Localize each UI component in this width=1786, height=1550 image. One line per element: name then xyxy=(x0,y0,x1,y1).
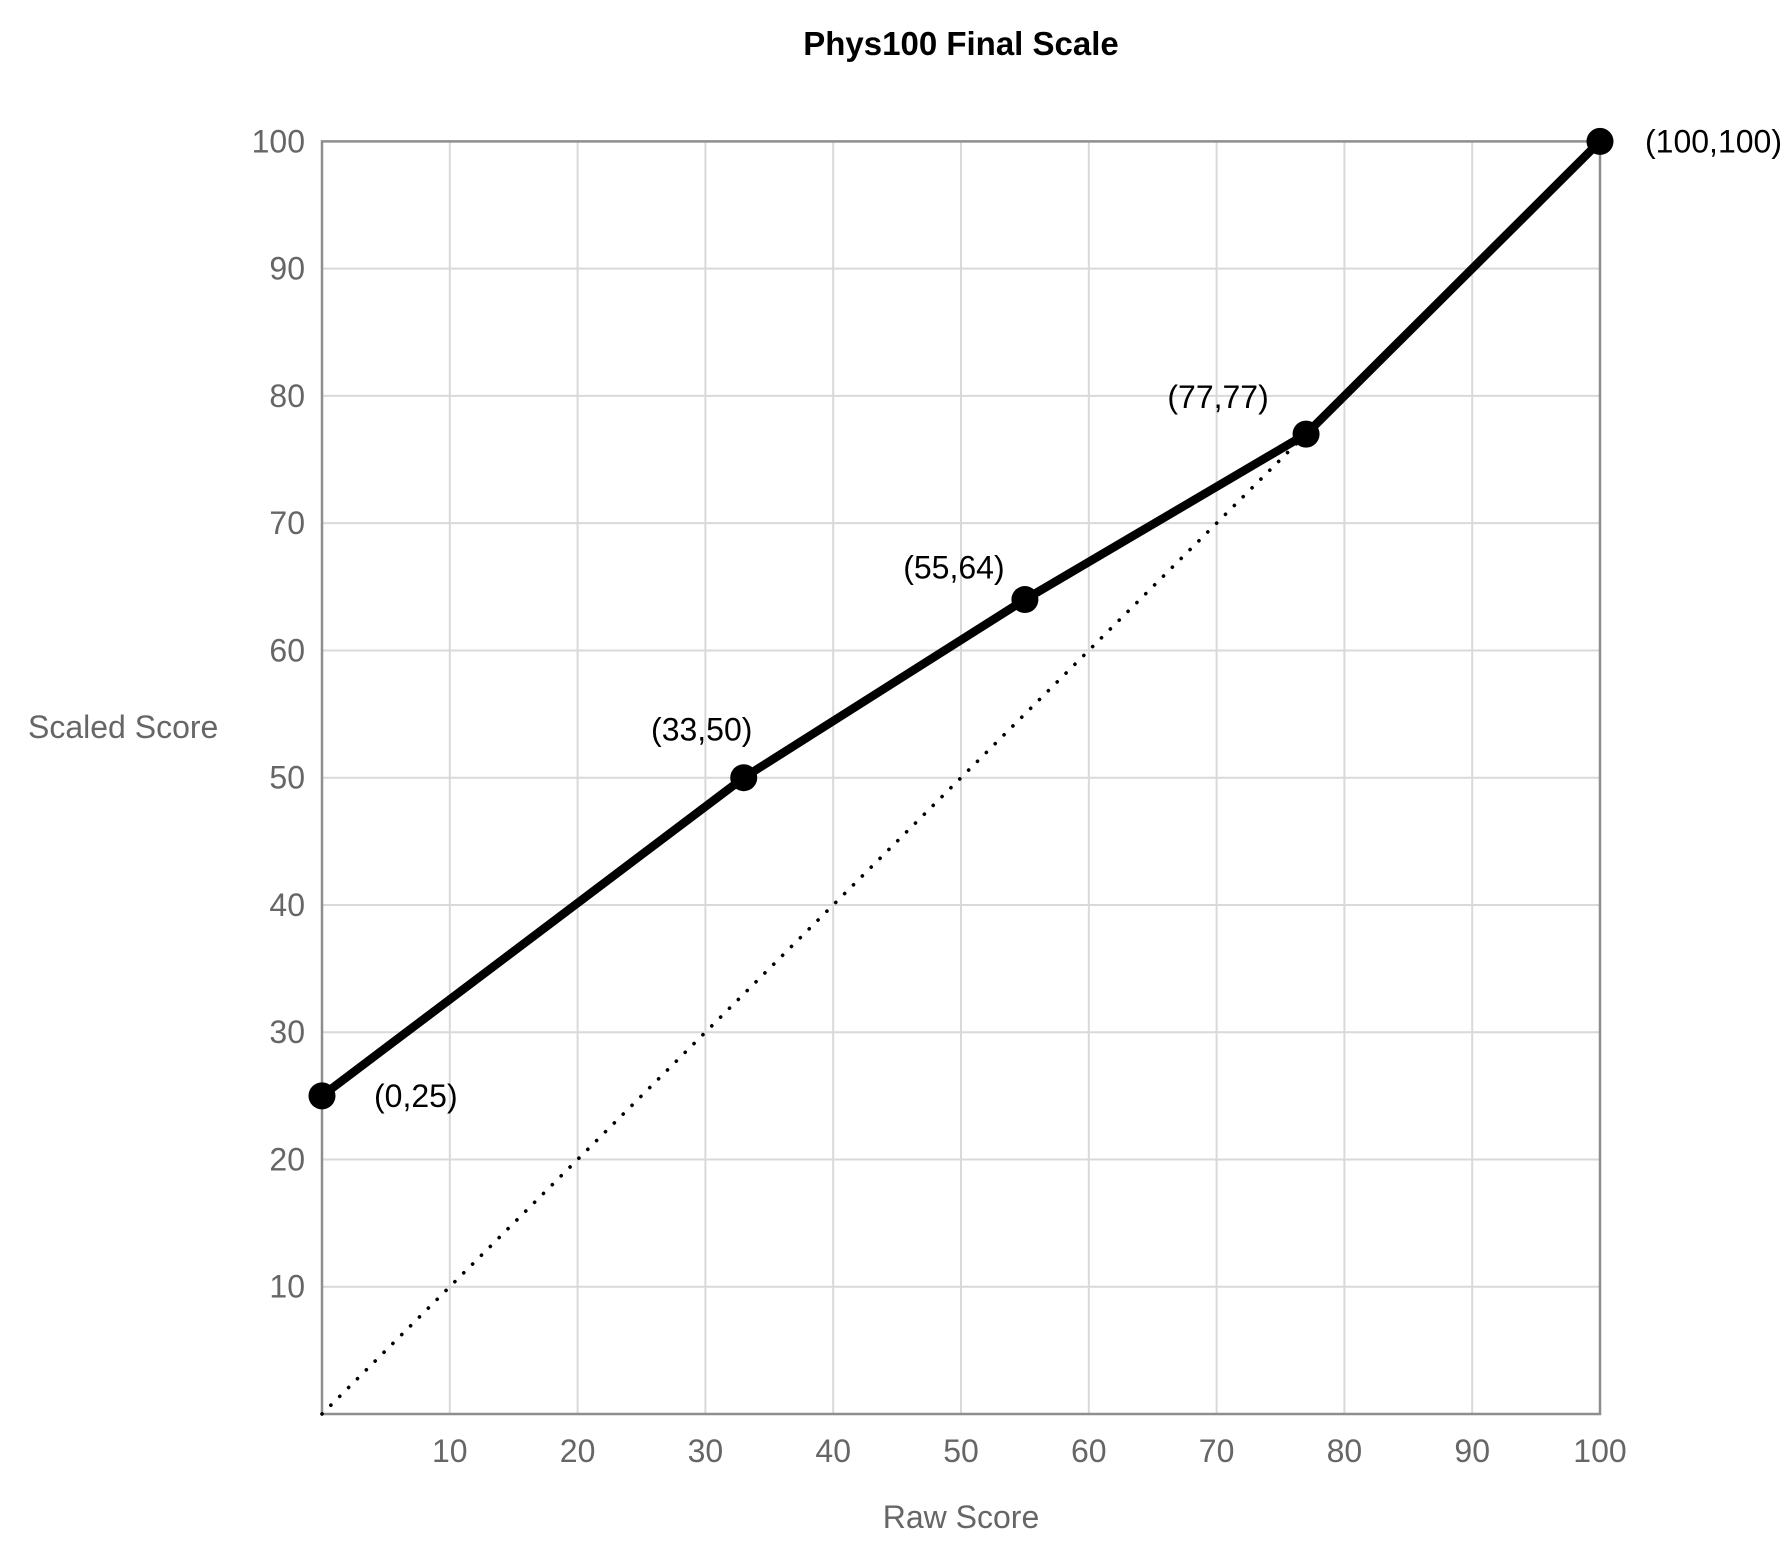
x-tick-label: 20 xyxy=(560,1433,596,1469)
x-tick-label: 90 xyxy=(1454,1433,1490,1469)
data-point-label: (0,25) xyxy=(374,1078,458,1114)
x-tick-label: 30 xyxy=(688,1433,724,1469)
y-tick-label: 50 xyxy=(269,760,305,796)
data-point-label: (100,100) xyxy=(1645,123,1782,159)
data-point-label: (55,64) xyxy=(903,550,1004,586)
x-tick-label: 10 xyxy=(432,1433,468,1469)
y-tick-label: 100 xyxy=(252,123,305,159)
plot-area: (0,25) (33,50) (55,64) (77,77) (100,100) 10 20… xyxy=(252,123,1782,1469)
plot-border xyxy=(320,140,1602,1416)
x-tick-label: 60 xyxy=(1071,1433,1107,1469)
data-point-marker xyxy=(1011,586,1039,614)
x-tick-label: 40 xyxy=(815,1433,851,1469)
x-tick-label: 70 xyxy=(1199,1433,1235,1469)
data-point-marker xyxy=(730,764,758,792)
y-axis-title: Scaled Score xyxy=(28,709,218,745)
y-tick-label: 90 xyxy=(269,251,305,287)
x-tick-label: 100 xyxy=(1573,1433,1626,1469)
x-axis-title: Raw Score xyxy=(883,1499,1040,1535)
y-tick-label: 60 xyxy=(269,632,305,668)
y-tick-label: 20 xyxy=(269,1141,305,1177)
x-tick-label: 80 xyxy=(1327,1433,1363,1469)
data-point-marker xyxy=(308,1082,336,1110)
y-tick-label: 80 xyxy=(269,378,305,414)
y-tick-label: 40 xyxy=(269,887,305,923)
identity-reference-line xyxy=(320,139,1602,1416)
data-point-marker xyxy=(1292,420,1320,448)
x-tick-label: 50 xyxy=(943,1433,979,1469)
y-tick-label: 70 xyxy=(269,505,305,541)
y-tick-label: 30 xyxy=(269,1014,305,1050)
data-point-label: (77,77) xyxy=(1167,379,1268,415)
data-point-label: (33,50) xyxy=(651,712,752,748)
y-tick-label: 10 xyxy=(269,1269,305,1305)
chart-title: Phys100 Final Scale xyxy=(803,25,1119,62)
data-point-marker xyxy=(1586,127,1614,155)
